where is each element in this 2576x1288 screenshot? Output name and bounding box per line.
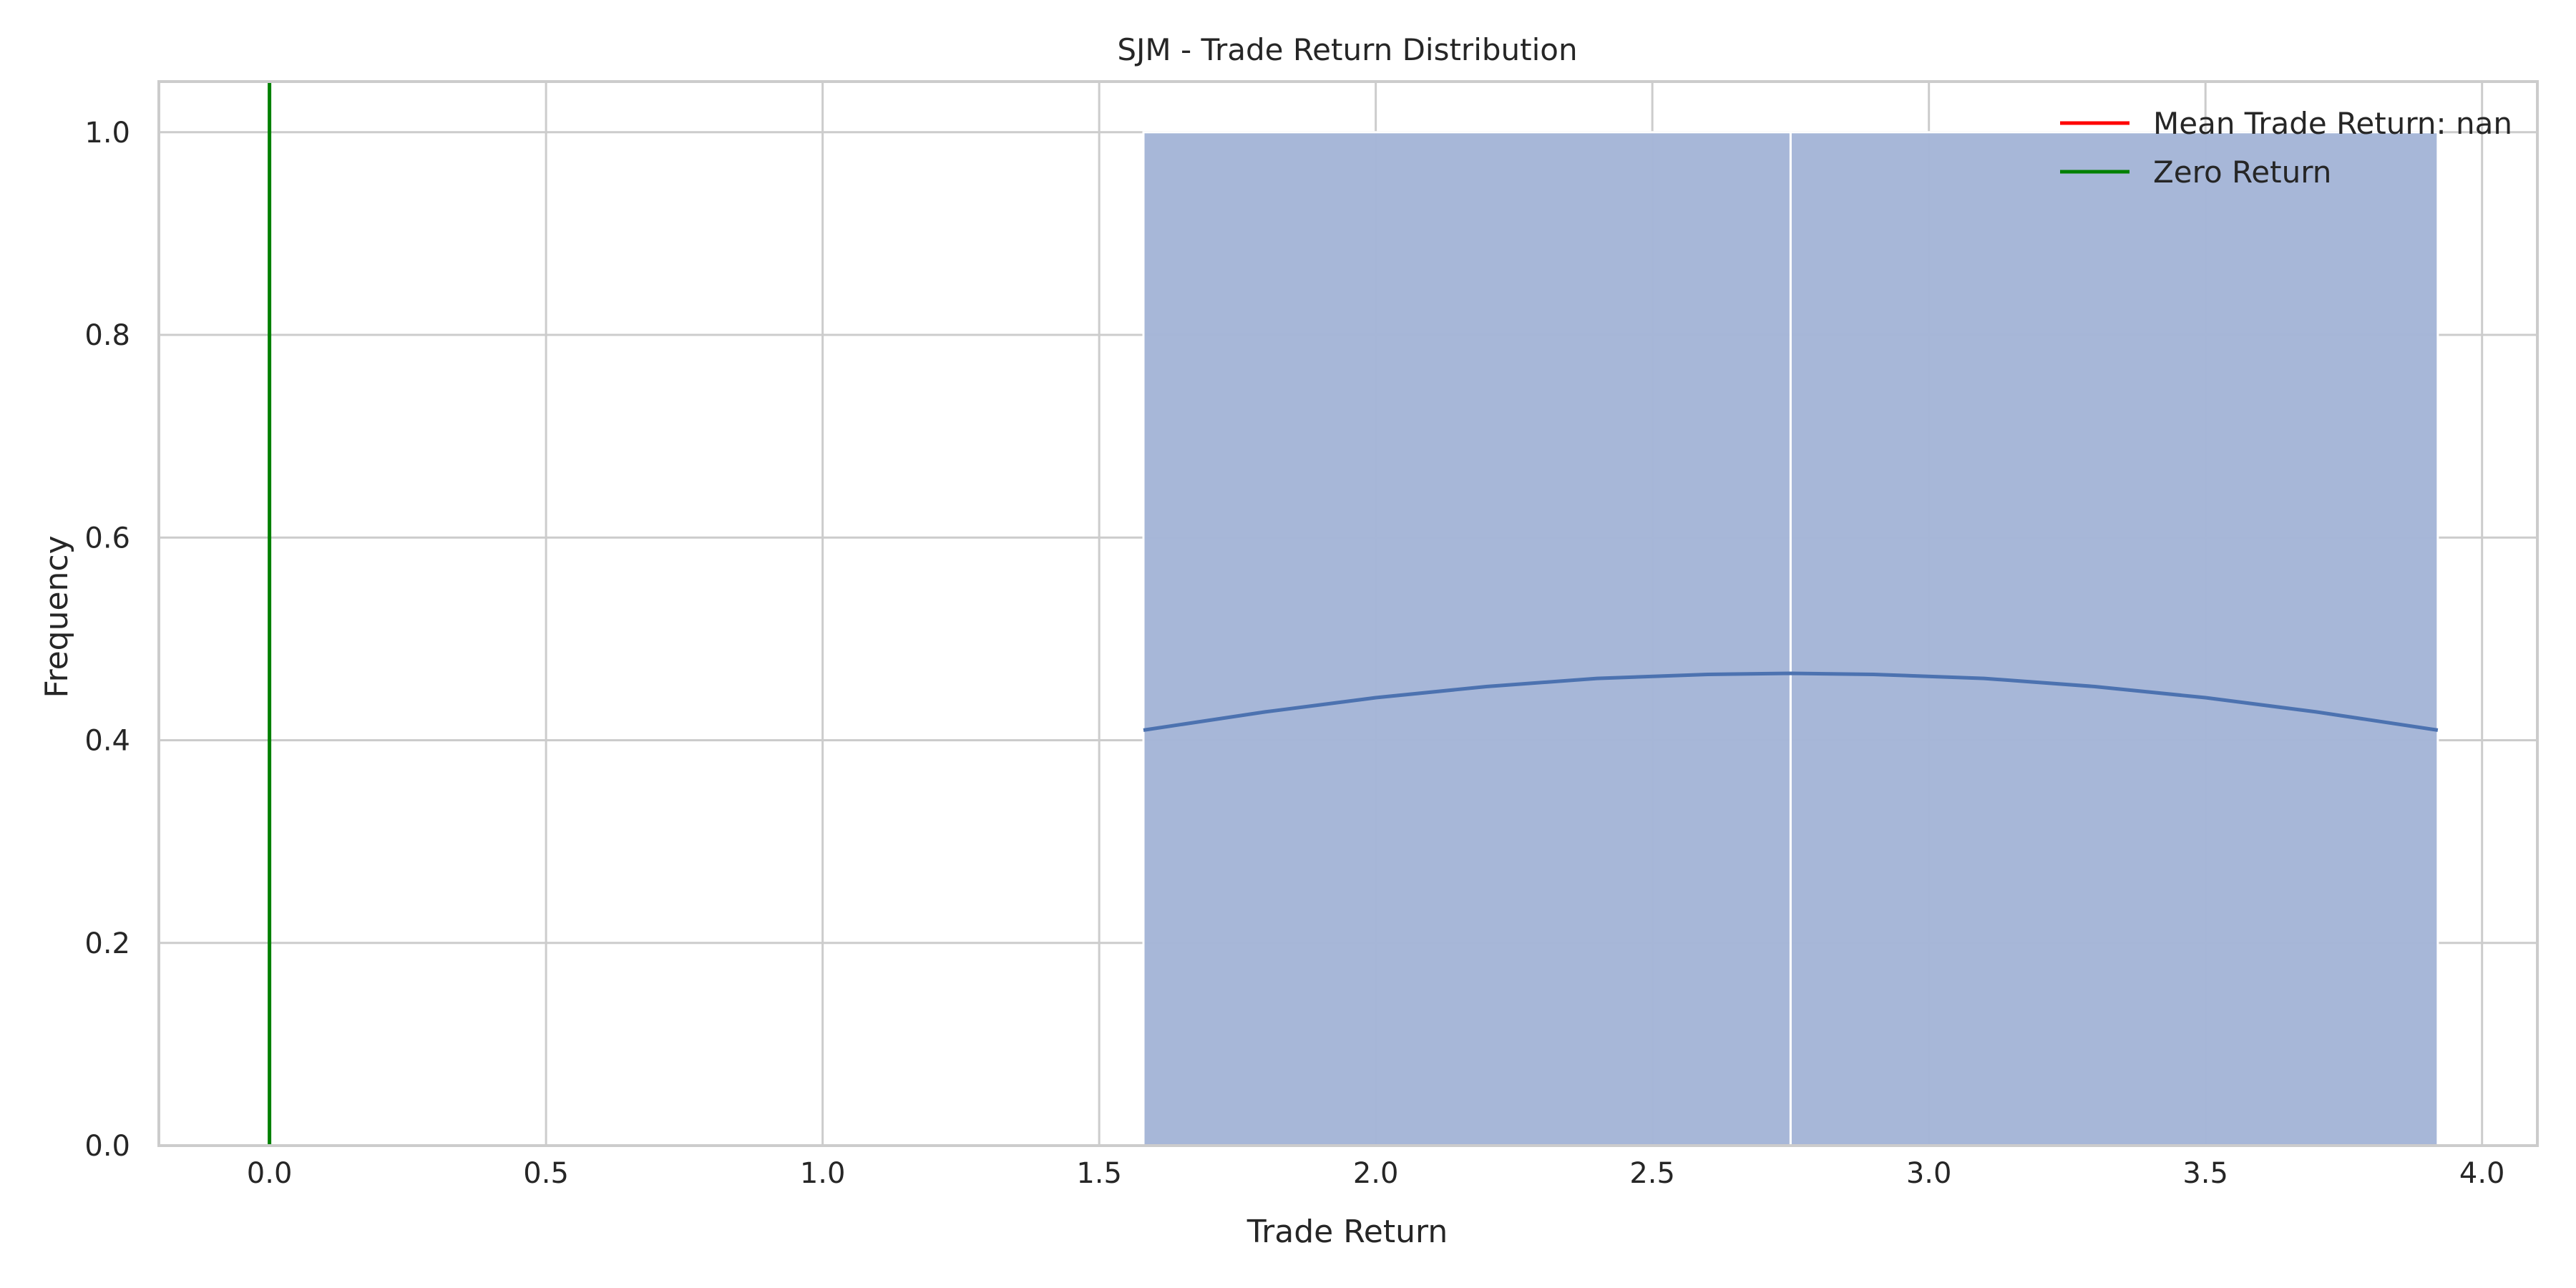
histogram-bar: [1142, 131, 1792, 1147]
x-tick-label: 2.0: [1353, 1157, 1399, 1190]
legend: Mean Trade Return: nan Zero Return: [2060, 106, 2512, 190]
y-tick-label: 0.4: [84, 725, 130, 758]
legend-label-zero: Zero Return: [2153, 155, 2331, 190]
plot-border: [157, 80, 2539, 1147]
y-tick-label: 0.8: [84, 319, 130, 352]
x-tick-label: 1.5: [1076, 1157, 1122, 1190]
y-axis-label: Frequency: [39, 535, 75, 698]
kde-curve: [1143, 671, 2439, 732]
legend-label-mean: Mean Trade Return: nan: [2153, 106, 2512, 141]
histogram-bars: [1142, 131, 2439, 1147]
x-tick-label: 2.5: [1629, 1157, 1675, 1190]
x-tick-label: 3.0: [1906, 1157, 1952, 1190]
x-axis-label: Trade Return: [1246, 1214, 1448, 1250]
kde-curve-group: [1143, 671, 2439, 732]
y-tick-label: 0.6: [84, 522, 130, 555]
y-tick-label: 0.2: [84, 927, 130, 960]
x-tick-label: 4.0: [2459, 1157, 2505, 1190]
x-tick-label: 3.5: [2182, 1157, 2228, 1190]
histogram-bar: [1789, 131, 2439, 1147]
x-tick-label: 1.0: [800, 1157, 846, 1190]
y-tick-label: 0.0: [84, 1130, 130, 1163]
tick-labels: 0.0 0.5 1.0 1.5 2.0 2.5 3.0 3.5 4.0 0.0 0.2 0.4 0.6 0…: [84, 117, 2504, 1190]
x-tick-label: 0.5: [523, 1157, 569, 1190]
chart-title: SJM - Trade Return Distribution: [1117, 32, 1577, 67]
axes-frame: [157, 80, 2539, 1147]
x-tick-label: 0.0: [247, 1157, 293, 1190]
y-tick-label: 1.0: [84, 117, 130, 150]
